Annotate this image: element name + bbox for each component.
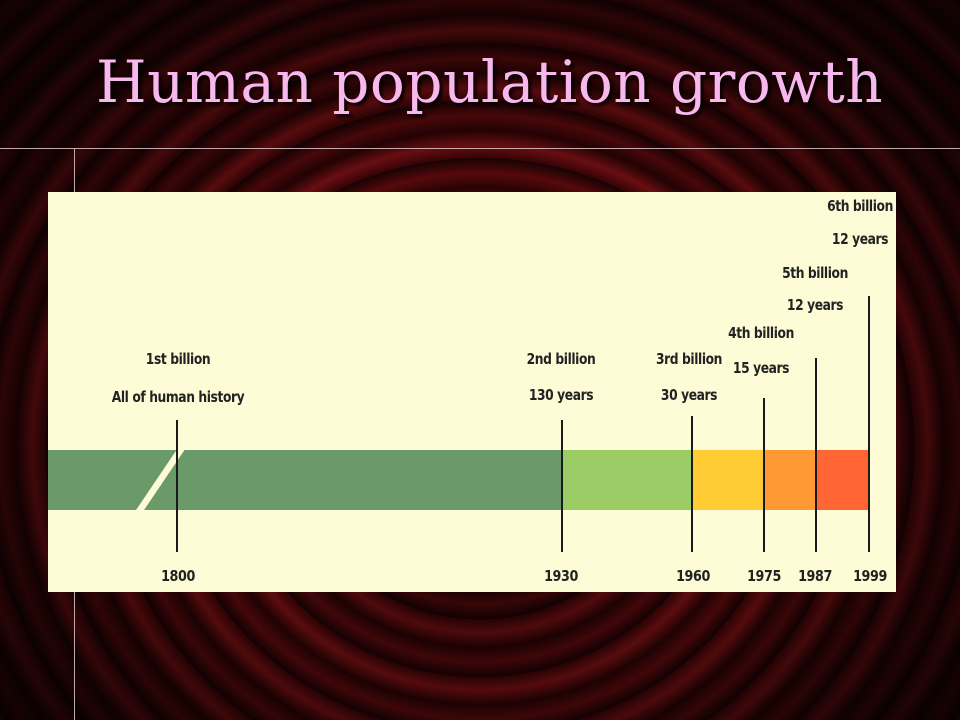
slide-title: Human population growth <box>96 48 884 116</box>
milestone-label-duration: 130 years <box>528 386 594 404</box>
milestone-year: 1930 <box>544 567 578 585</box>
title-divider-horizontal <box>0 148 960 149</box>
milestone-label-billion: 2nd billion <box>526 350 596 368</box>
milestone-year: 1800 <box>161 567 195 585</box>
milestone-year: 1975 <box>747 567 781 585</box>
milestone-line-1975 <box>763 398 765 552</box>
timeline-band-1800-1930 <box>48 450 562 510</box>
timeline-band-1960-1975 <box>692 450 764 510</box>
milestone-line-1960 <box>691 416 693 552</box>
milestone-line-1800 <box>176 420 178 552</box>
population-timeline-panel: 1st billion All of human history 1800 2n… <box>48 192 896 592</box>
milestone-label-duration: 30 years <box>660 386 718 404</box>
milestone-label-billion: 4th billion <box>728 324 794 342</box>
milestone-label-billion: 1st billion <box>145 350 211 368</box>
milestone-year: 1987 <box>798 567 832 585</box>
milestone-label-duration: 15 years <box>732 359 790 377</box>
milestone-label-duration: All of human history <box>111 388 245 406</box>
timeline-band-1930-1960 <box>562 450 692 510</box>
milestone-label-duration: 12 years <box>786 296 844 314</box>
milestone-label-duration: 12 years <box>831 230 889 248</box>
milestone-label-billion: 3rd billion <box>655 350 723 368</box>
milestone-label-billion: 5th billion <box>782 264 848 282</box>
timeline-band-1987-1999 <box>816 450 869 510</box>
milestone-line-1930 <box>561 420 563 552</box>
milestone-label-billion: 6th billion <box>827 197 893 215</box>
timeline-band-1975-1987 <box>764 450 816 510</box>
milestone-year: 1999 <box>853 567 887 585</box>
milestone-year: 1960 <box>676 567 710 585</box>
milestone-line-1987 <box>815 358 817 552</box>
milestone-line-1999 <box>868 296 870 552</box>
